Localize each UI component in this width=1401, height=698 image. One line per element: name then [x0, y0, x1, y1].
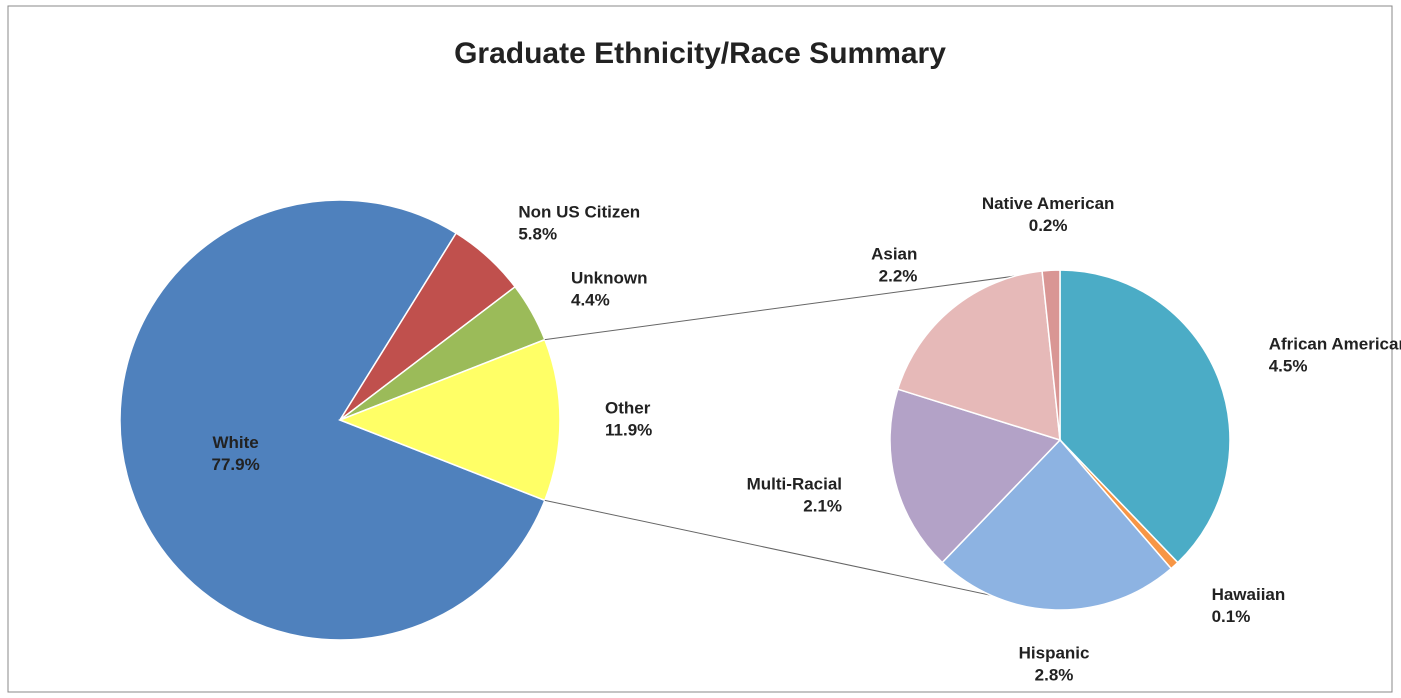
pie-slice	[119, 199, 546, 641]
slice-label: African American	[1269, 334, 1401, 353]
slice-value: 11.9%	[605, 420, 652, 439]
slice-label: Other	[605, 398, 651, 417]
slice-label: Asian	[871, 244, 917, 263]
pie-slice	[337, 338, 561, 502]
slice-label: Hispanic	[1019, 643, 1090, 662]
slice-value: 5.8%	[518, 224, 557, 243]
slice-value: 4.4%	[571, 291, 610, 310]
connector	[544, 269, 1061, 341]
slice-value: 4.5%	[1269, 356, 1308, 375]
slice-value: 2.2%	[879, 266, 918, 285]
pie-slice	[941, 438, 1173, 611]
slice-value: 0.2%	[1029, 216, 1068, 235]
slice-label: Hawaiian	[1212, 585, 1286, 604]
slice-label: Non US Citizen	[518, 202, 640, 221]
connector	[544, 499, 1061, 611]
pie-slice	[889, 388, 1062, 564]
pie-slice	[1059, 269, 1231, 564]
slice-value: 2.8%	[1035, 665, 1074, 684]
slice-label: Native American	[982, 194, 1115, 213]
pie-slice	[1041, 269, 1061, 441]
pie-slice	[896, 270, 1061, 442]
slice-label: Multi-Racial	[747, 474, 842, 493]
slice-label: White	[212, 433, 258, 452]
chart-title: Graduate Ethnicity/Race Summary	[454, 37, 946, 70]
slice-value: 0.1%	[1212, 607, 1251, 626]
slice-value: 77.9%	[211, 455, 259, 474]
slice-label: Unknown	[571, 269, 648, 288]
slice-value: 2.1%	[803, 496, 842, 515]
